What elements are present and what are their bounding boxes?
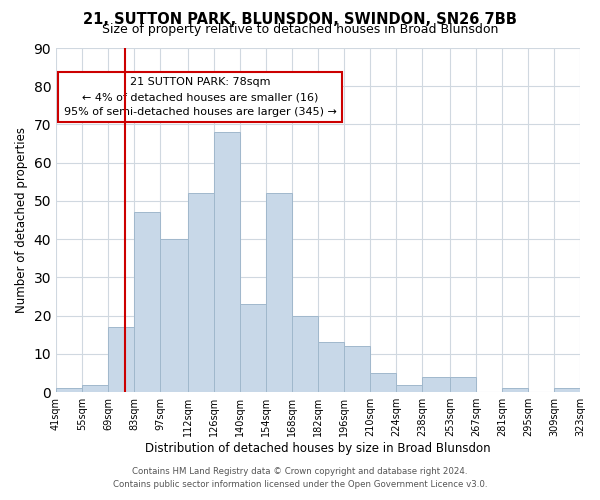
Bar xyxy=(344,346,370,392)
Bar xyxy=(160,239,188,392)
Bar xyxy=(188,194,214,392)
Text: Contains HM Land Registry data © Crown copyright and database right 2024.
Contai: Contains HM Land Registry data © Crown c… xyxy=(113,467,487,489)
Bar xyxy=(240,304,266,392)
Text: 21 SUTTON PARK: 78sqm
← 4% of detached houses are smaller (16)
95% of semi-detac: 21 SUTTON PARK: 78sqm ← 4% of detached h… xyxy=(64,78,337,117)
Y-axis label: Number of detached properties: Number of detached properties xyxy=(15,127,28,313)
Text: 21, SUTTON PARK, BLUNSDON, SWINDON, SN26 7BB: 21, SUTTON PARK, BLUNSDON, SWINDON, SN26… xyxy=(83,12,517,26)
Bar xyxy=(450,377,476,392)
Bar xyxy=(502,388,528,392)
Bar xyxy=(108,327,134,392)
Bar xyxy=(370,373,396,392)
Bar xyxy=(82,384,108,392)
Bar xyxy=(554,388,580,392)
Text: Size of property relative to detached houses in Broad Blunsdon: Size of property relative to detached ho… xyxy=(102,22,498,36)
Bar xyxy=(56,388,82,392)
Bar xyxy=(292,316,318,392)
Bar xyxy=(134,212,160,392)
Bar xyxy=(396,384,422,392)
Bar xyxy=(318,342,344,392)
Bar xyxy=(266,194,292,392)
Bar xyxy=(214,132,240,392)
Bar xyxy=(422,377,450,392)
X-axis label: Distribution of detached houses by size in Broad Blunsdon: Distribution of detached houses by size … xyxy=(145,442,491,455)
